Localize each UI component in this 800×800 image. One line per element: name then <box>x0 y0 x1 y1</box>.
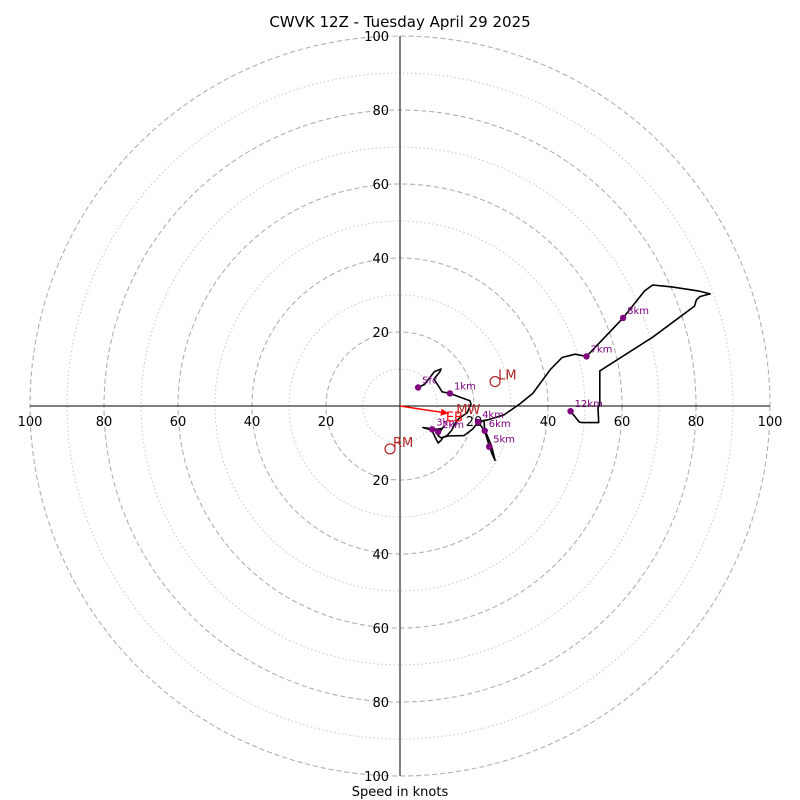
x-tick-label: 80 <box>96 415 113 430</box>
y-tick-label: 80 <box>372 696 389 711</box>
y-tick-label: 60 <box>372 622 389 637</box>
height-marker-label: 4km <box>482 410 504 421</box>
storm-motion-marker <box>384 443 396 455</box>
y-tick-label: 100 <box>364 30 389 45</box>
height-marker <box>434 428 442 436</box>
height-marker <box>428 426 436 433</box>
x-tick-label: 100 <box>18 415 43 430</box>
y-tick-label: 100 <box>364 770 389 785</box>
x-tick-label: 40 <box>244 415 261 430</box>
shear-arrow-label: EB <box>446 410 463 425</box>
height-marker-label: 3km <box>436 417 458 428</box>
y-tick-label: 40 <box>372 548 389 563</box>
height-marker <box>485 443 493 450</box>
storm-motions: EB LM RM MW <box>384 369 517 455</box>
x-tick-label: 60 <box>170 415 187 430</box>
y-tick-label: 20 <box>372 326 389 341</box>
height-marker-label: 8km <box>627 306 649 317</box>
x-axis-label: Speed in knots <box>352 785 449 800</box>
height-marker <box>619 314 627 322</box>
height-marker-label: 7km <box>590 344 612 355</box>
height-marker <box>481 427 488 434</box>
chart-title: CWVK 12Z - Tuesday April 29 2025 <box>269 13 530 31</box>
height-marker-label: 2km <box>442 420 464 431</box>
height-marker <box>474 418 482 426</box>
hodograph-trace-layer <box>417 284 711 462</box>
height-marker-label: 5km <box>493 435 515 446</box>
y-tick-label: 20 <box>372 474 389 489</box>
height-marker <box>414 384 422 391</box>
storm-motion-marker <box>489 375 501 388</box>
y-tick-label: 60 <box>372 178 389 193</box>
height-marker <box>583 353 590 360</box>
storm-motion-label: LM <box>498 369 516 384</box>
height-marker <box>567 407 574 415</box>
height-marker-label: Sfc <box>422 376 437 387</box>
y-tick-label: 80 <box>372 104 389 119</box>
y-tick-label: 40 <box>372 252 389 267</box>
x-tick-label: 20 <box>318 415 335 430</box>
height-marker-label: 6km <box>489 419 511 430</box>
height-marker <box>446 390 454 397</box>
shear-arrow-shaft <box>399 405 449 415</box>
x-tick-label: 100 <box>758 415 783 430</box>
hodograph-trace <box>417 284 711 462</box>
x-tick-label: 60 <box>614 415 631 430</box>
storm-motion-label: MW <box>456 403 480 418</box>
storm-motion-label: RM <box>393 436 413 451</box>
x-tick-label: 40 <box>540 415 557 430</box>
height-marker-label: 1km <box>454 381 476 392</box>
x-tick-label: 80 <box>688 415 705 430</box>
height-marker-label: 12km <box>575 399 603 410</box>
shear-arrow-head <box>440 408 449 416</box>
